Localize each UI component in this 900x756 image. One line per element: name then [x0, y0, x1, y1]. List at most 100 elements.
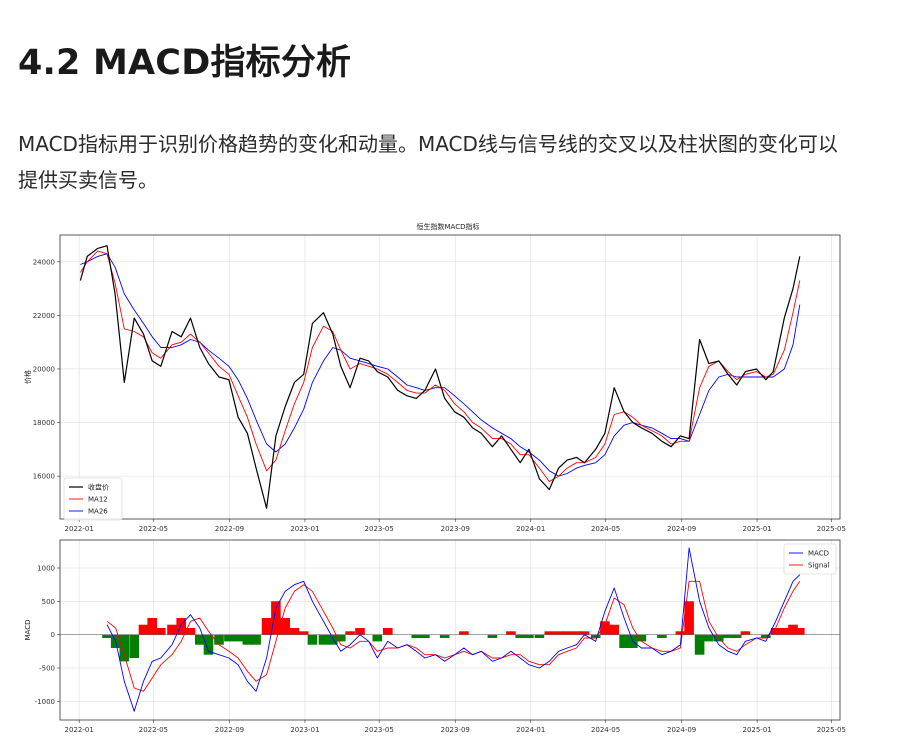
macd-x-tick-label: 2022-05 — [139, 726, 168, 734]
macd-histogram-bar — [411, 634, 422, 638]
macd-histogram-bar — [318, 634, 329, 645]
macd-histogram-bar — [788, 624, 798, 635]
macd-legend-box — [783, 543, 837, 575]
macd-legend-label: Signal — [808, 562, 830, 570]
macd-histogram-bar — [224, 634, 234, 642]
macd-histogram-bar — [636, 634, 647, 642]
price-x-tick-label: 2023-09 — [441, 525, 470, 533]
price-x-tick-label: 2025-01 — [742, 525, 771, 533]
macd-x-tick-label: 2025-05 — [817, 726, 846, 734]
macd-histogram-bar — [740, 631, 751, 635]
price-y-tick-label: 20000 — [33, 365, 55, 373]
macd-legend-label: MACD — [808, 550, 829, 558]
macd-histogram-bar — [176, 618, 186, 635]
macd-histogram-bar — [723, 634, 733, 638]
macd-histogram-bar — [185, 628, 196, 635]
macd-histogram-bar — [307, 634, 318, 645]
macd-histogram-bar — [147, 618, 157, 635]
price-x-tick-label: 2023-01 — [290, 525, 319, 533]
macd-y-tick-label: 1000 — [37, 565, 55, 573]
price-x-tick-label: 2024-05 — [591, 525, 620, 533]
macd-histogram-bar — [770, 628, 781, 635]
price-panel: 16000 18000 20000 22000 24000 2022-01 2022-05… — [23, 234, 846, 533]
macd-histogram-bar — [102, 634, 112, 638]
macd-histogram-bar — [271, 601, 281, 635]
macd-histogram-bar — [328, 634, 338, 645]
price-legend-label: MA26 — [88, 508, 108, 516]
macd-histogram-bar — [590, 634, 601, 638]
price-y-tick-label: 22000 — [33, 312, 55, 320]
macd-histogram-bar — [203, 634, 214, 655]
macd-histogram-bar — [129, 634, 139, 658]
macd-histogram-bar — [779, 628, 790, 635]
macd-histogram-bar — [694, 634, 705, 655]
macd-histogram-bar — [167, 624, 177, 635]
macd-histogram-bar — [233, 634, 243, 642]
macd-y-axis-label: MACD — [24, 620, 32, 641]
macd-histogram-bar — [345, 631, 355, 635]
macd-histogram-bar — [619, 634, 629, 648]
macd-histogram-bar — [684, 601, 694, 635]
macd-x-tick-label: 2022-01 — [65, 726, 94, 734]
price-x-tick-label: 2022-05 — [139, 525, 168, 533]
macd-histogram-bar — [336, 634, 346, 642]
macd-histogram-bar — [289, 628, 300, 635]
price-y-tick-label: 16000 — [33, 473, 55, 481]
price-x-tick-label: 2025-05 — [817, 525, 846, 533]
price-legend-label: 收盘价 — [88, 483, 109, 492]
macd-histogram-bar — [609, 624, 619, 635]
price-chart-title: 恒生指数MACD指标 — [417, 222, 480, 231]
macd-histogram-bar — [138, 624, 149, 635]
macd-histogram-bar — [383, 628, 393, 635]
macd-x-tick-label: 2024-05 — [591, 726, 620, 734]
macd-histogram-bar — [420, 634, 430, 638]
macd-histogram-bar — [261, 618, 272, 635]
macd-histogram-bar — [298, 631, 309, 635]
price-legend-box — [63, 477, 123, 521]
macd-histogram-bar — [355, 628, 365, 635]
close-price-line — [79, 245, 801, 509]
macd-figure: 恒生指数MACD指标 16000 18000 20000 22000 24000 202… — [0, 210, 900, 756]
price-x-tick-label: 2022-09 — [215, 525, 244, 533]
price-legend-label: MA12 — [88, 496, 108, 504]
macd-histogram-bar — [562, 631, 572, 635]
macd-histogram-bar — [657, 634, 667, 638]
macd-x-tick-label: 2024-01 — [516, 726, 545, 734]
macd-histogram-bar — [506, 631, 516, 635]
macd-y-tick-label: -500 — [39, 665, 55, 673]
macd-histogram-bar — [515, 634, 525, 638]
macd-histogram-bar — [704, 634, 714, 642]
macd-histogram-bar — [156, 628, 166, 635]
macd-y-tick-label: 0 — [51, 631, 55, 639]
price-y-tick-label: 18000 — [33, 419, 55, 427]
macd-histogram-bar — [795, 628, 805, 635]
macd-histogram-bar — [195, 634, 205, 645]
macd-histogram-bar — [439, 634, 450, 638]
macd-legend: MACD Signal — [783, 543, 837, 575]
macd-histogram-bar — [761, 634, 771, 638]
price-x-tick-label: 2022-01 — [65, 525, 94, 533]
price-y-tick-label: 24000 — [33, 258, 55, 266]
section-description: MACD指标用于识别价格趋势的变化和动量。MACD线与信号线的交叉以及柱状图的变… — [18, 132, 838, 192]
macd-histogram-bar — [214, 634, 224, 645]
macd-histogram-bar — [251, 634, 261, 645]
price-legend: 收盘价 MA12 MA26 — [63, 477, 123, 521]
price-y-axis-label: 价格 — [23, 370, 32, 384]
macd-x-tick-label: 2024-09 — [667, 726, 696, 734]
macd-histogram-bar — [524, 634, 534, 638]
macd-histogram-bar — [553, 631, 564, 635]
macd-histogram-bar — [119, 634, 130, 662]
section-heading: 4.2 MACD指标分析 — [18, 43, 352, 83]
macd-x-tick-label: 2023-09 — [441, 726, 470, 734]
macd-histogram-bar — [280, 618, 290, 635]
macd-x-tick-label: 2025-01 — [742, 726, 771, 734]
macd-histogram-bar — [675, 631, 686, 635]
macd-x-tick-label: 2023-05 — [365, 726, 394, 734]
macd-histogram-bar — [372, 634, 383, 642]
macd-histogram-bar — [487, 634, 498, 638]
macd-x-tick-label: 2022-09 — [215, 726, 244, 734]
macd-line — [106, 547, 801, 712]
macd-x-tick-label: 2023-01 — [290, 726, 319, 734]
macd-histogram-bar — [459, 631, 469, 635]
macd-histogram-bar — [600, 621, 610, 635]
